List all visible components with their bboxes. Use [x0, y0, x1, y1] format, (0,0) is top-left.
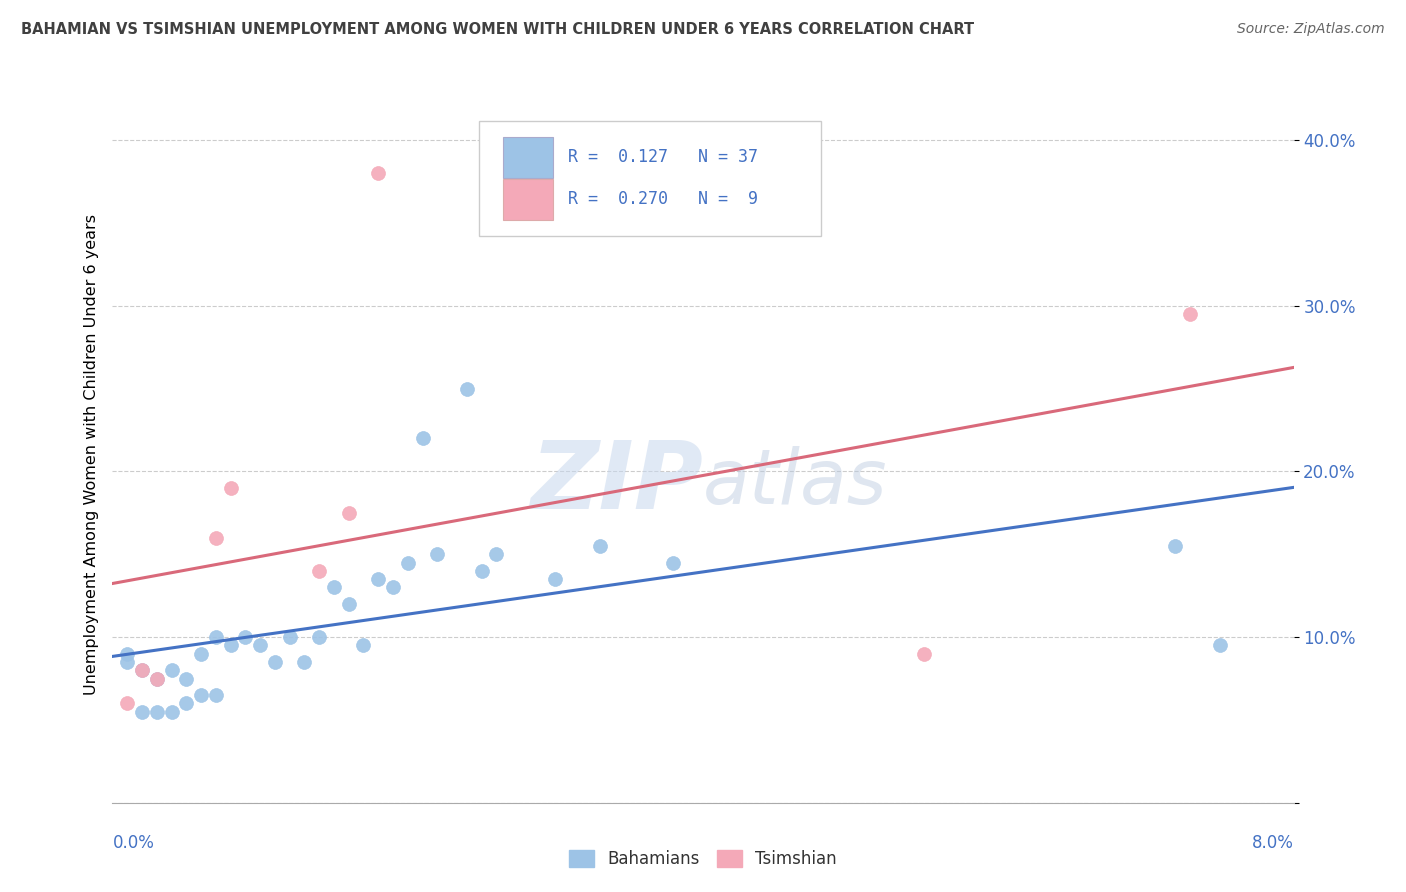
- Point: [249, 639, 271, 653]
- FancyBboxPatch shape: [503, 137, 553, 178]
- Point: [264, 655, 287, 669]
- Point: [544, 572, 567, 586]
- Point: [471, 564, 494, 578]
- Point: [174, 697, 197, 711]
- Point: [1178, 307, 1201, 321]
- Point: [190, 647, 212, 661]
- Point: [426, 547, 449, 561]
- Point: [131, 663, 153, 677]
- Point: [205, 531, 228, 545]
- Point: [485, 547, 508, 561]
- Point: [396, 556, 419, 570]
- Point: [117, 697, 138, 711]
- Point: [219, 639, 242, 653]
- Point: [117, 647, 138, 661]
- Point: [131, 663, 153, 677]
- Point: [352, 639, 374, 653]
- Point: [367, 572, 389, 586]
- Point: [292, 655, 315, 669]
- Point: [323, 581, 346, 595]
- Point: [146, 672, 169, 686]
- Text: R =  0.127   N = 37: R = 0.127 N = 37: [568, 148, 758, 167]
- Text: R =  0.270   N =  9: R = 0.270 N = 9: [568, 190, 758, 208]
- Point: [412, 431, 434, 445]
- Point: [174, 672, 197, 686]
- Point: [308, 630, 330, 644]
- Point: [205, 688, 228, 702]
- Text: 0.0%: 0.0%: [112, 834, 155, 852]
- FancyBboxPatch shape: [503, 178, 553, 219]
- Point: [146, 672, 169, 686]
- Y-axis label: Unemployment Among Women with Children Under 6 years: Unemployment Among Women with Children U…: [83, 214, 98, 696]
- Point: [278, 630, 301, 644]
- Text: 8.0%: 8.0%: [1251, 834, 1294, 852]
- Point: [160, 663, 183, 677]
- Point: [588, 539, 610, 553]
- Point: [337, 506, 360, 520]
- Point: [233, 630, 256, 644]
- Point: [160, 705, 183, 719]
- Point: [914, 647, 936, 661]
- Point: [1164, 539, 1187, 553]
- FancyBboxPatch shape: [478, 121, 821, 235]
- Point: [146, 705, 169, 719]
- Point: [1208, 639, 1232, 653]
- Text: atlas: atlas: [703, 446, 887, 520]
- Text: BAHAMIAN VS TSIMSHIAN UNEMPLOYMENT AMONG WOMEN WITH CHILDREN UNDER 6 YEARS CORRE: BAHAMIAN VS TSIMSHIAN UNEMPLOYMENT AMONG…: [21, 22, 974, 37]
- Point: [382, 581, 405, 595]
- Point: [190, 688, 212, 702]
- Point: [117, 655, 138, 669]
- Point: [308, 564, 330, 578]
- Point: [219, 481, 242, 495]
- Legend: Bahamians, Tsimshian: Bahamians, Tsimshian: [562, 843, 844, 874]
- Text: Source: ZipAtlas.com: Source: ZipAtlas.com: [1237, 22, 1385, 37]
- Point: [337, 597, 360, 611]
- Point: [205, 630, 228, 644]
- Point: [662, 556, 685, 570]
- Point: [456, 382, 478, 396]
- Point: [131, 705, 153, 719]
- Point: [367, 166, 389, 180]
- Text: ZIP: ZIP: [530, 437, 703, 529]
